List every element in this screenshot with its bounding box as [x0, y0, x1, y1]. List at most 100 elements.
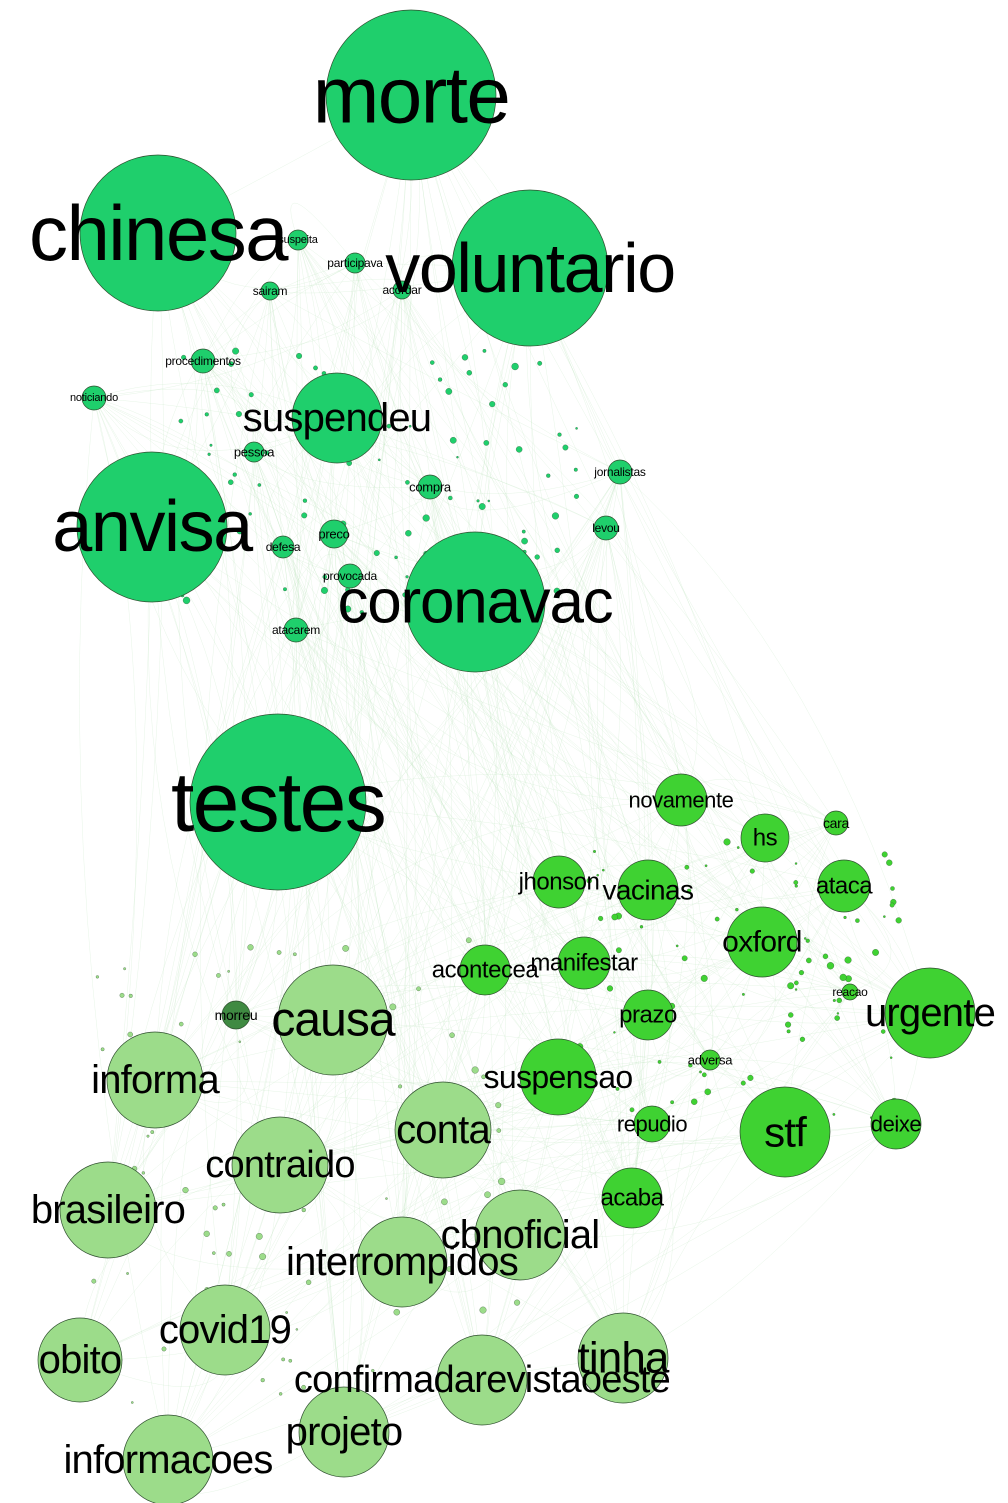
small-node: [670, 1100, 675, 1105]
edge: [619, 471, 642, 1359]
edge: [269, 290, 297, 631]
small-node: [461, 354, 469, 361]
node-label: morreu: [215, 1007, 258, 1023]
small-node: [257, 483, 262, 487]
node: [622, 989, 674, 1041]
small-node: [704, 864, 708, 868]
edge: [279, 822, 837, 1166]
edge: [154, 1079, 624, 1359]
small-node: [487, 499, 491, 503]
small-node: [593, 849, 596, 853]
small-node: [794, 862, 798, 865]
small-node: [373, 550, 380, 556]
node: [392, 280, 412, 300]
node: [870, 1098, 922, 1150]
small-node: [471, 1066, 479, 1074]
edge: [295, 629, 786, 1133]
node: [287, 229, 309, 251]
small-node: [657, 1060, 662, 1064]
small-node: [553, 587, 561, 595]
edge: [354, 262, 711, 1061]
small-node: [799, 1036, 806, 1042]
small-node: [182, 1187, 189, 1194]
node: [404, 531, 546, 673]
small-node: [100, 1047, 105, 1052]
node: [81, 385, 107, 411]
small-node: [511, 362, 519, 371]
edge: [253, 451, 334, 1021]
small-node: [448, 495, 453, 501]
node: [654, 773, 708, 827]
node: [325, 9, 497, 181]
node: [283, 617, 309, 643]
node-label: vacinas: [602, 875, 693, 906]
node: [337, 563, 363, 589]
edge: [154, 1079, 653, 1125]
edge: [201, 360, 351, 577]
edge: [557, 799, 682, 1078]
node: [243, 441, 265, 463]
edge: [224, 1059, 711, 1331]
edge: [519, 885, 845, 1236]
node-label: conta: [396, 1108, 491, 1152]
small-node: [416, 986, 421, 992]
small-node: [260, 1378, 265, 1383]
edge: [157, 232, 403, 1263]
small-node: [408, 424, 412, 428]
edge: [308, 533, 345, 1433]
node: [190, 348, 216, 374]
node-label: repudio: [617, 1112, 688, 1137]
small-node: [342, 945, 349, 952]
node: [740, 813, 790, 863]
edge: [709, 986, 851, 1061]
edge: [343, 991, 851, 1433]
node-label: deixe: [871, 1112, 922, 1137]
small-node: [606, 985, 614, 992]
edge: [481, 1059, 711, 1381]
edge: [354, 262, 845, 887]
small-node: [675, 944, 679, 948]
small-node: [806, 957, 812, 964]
small-node: [602, 868, 605, 872]
edge: [157, 232, 624, 1359]
edge: [332, 471, 621, 1021]
small-node: [405, 480, 410, 485]
edge: [151, 526, 931, 1014]
edge: [631, 837, 766, 1199]
node-label: informa: [91, 1058, 220, 1102]
node-label: morte: [313, 51, 510, 140]
small-node: [288, 1359, 293, 1363]
small-node: [445, 388, 453, 395]
small-node: [161, 1346, 167, 1352]
node: [189, 713, 367, 891]
edge: [93, 397, 335, 535]
node-label: brasileiro: [31, 1188, 185, 1232]
node: [593, 515, 619, 541]
edge: [401, 289, 453, 1131]
small-node: [686, 888, 692, 893]
small-node: [803, 937, 807, 940]
small-node: [446, 1266, 453, 1272]
edge: [154, 881, 560, 1081]
edge: [253, 289, 406, 453]
node-label: provocada: [323, 569, 377, 583]
node-label: suspeita: [278, 234, 318, 246]
small-node: [684, 864, 690, 870]
small-node: [259, 1253, 266, 1261]
small-node: [405, 575, 409, 579]
small-node: [836, 997, 842, 1004]
small-node: [562, 444, 569, 451]
small-node: [793, 880, 799, 885]
small-node: [714, 916, 720, 922]
edge: [529, 267, 633, 1199]
small-node: [281, 1357, 286, 1362]
node-label: prazo: [619, 1002, 677, 1029]
edge: [764, 837, 897, 1125]
small-node: [405, 530, 412, 537]
small-node: [521, 529, 526, 534]
node: [298, 1386, 390, 1478]
small-node: [466, 370, 472, 376]
edge: [401, 289, 763, 943]
edge: [151, 526, 238, 1331]
edge: [235, 1014, 559, 1087]
